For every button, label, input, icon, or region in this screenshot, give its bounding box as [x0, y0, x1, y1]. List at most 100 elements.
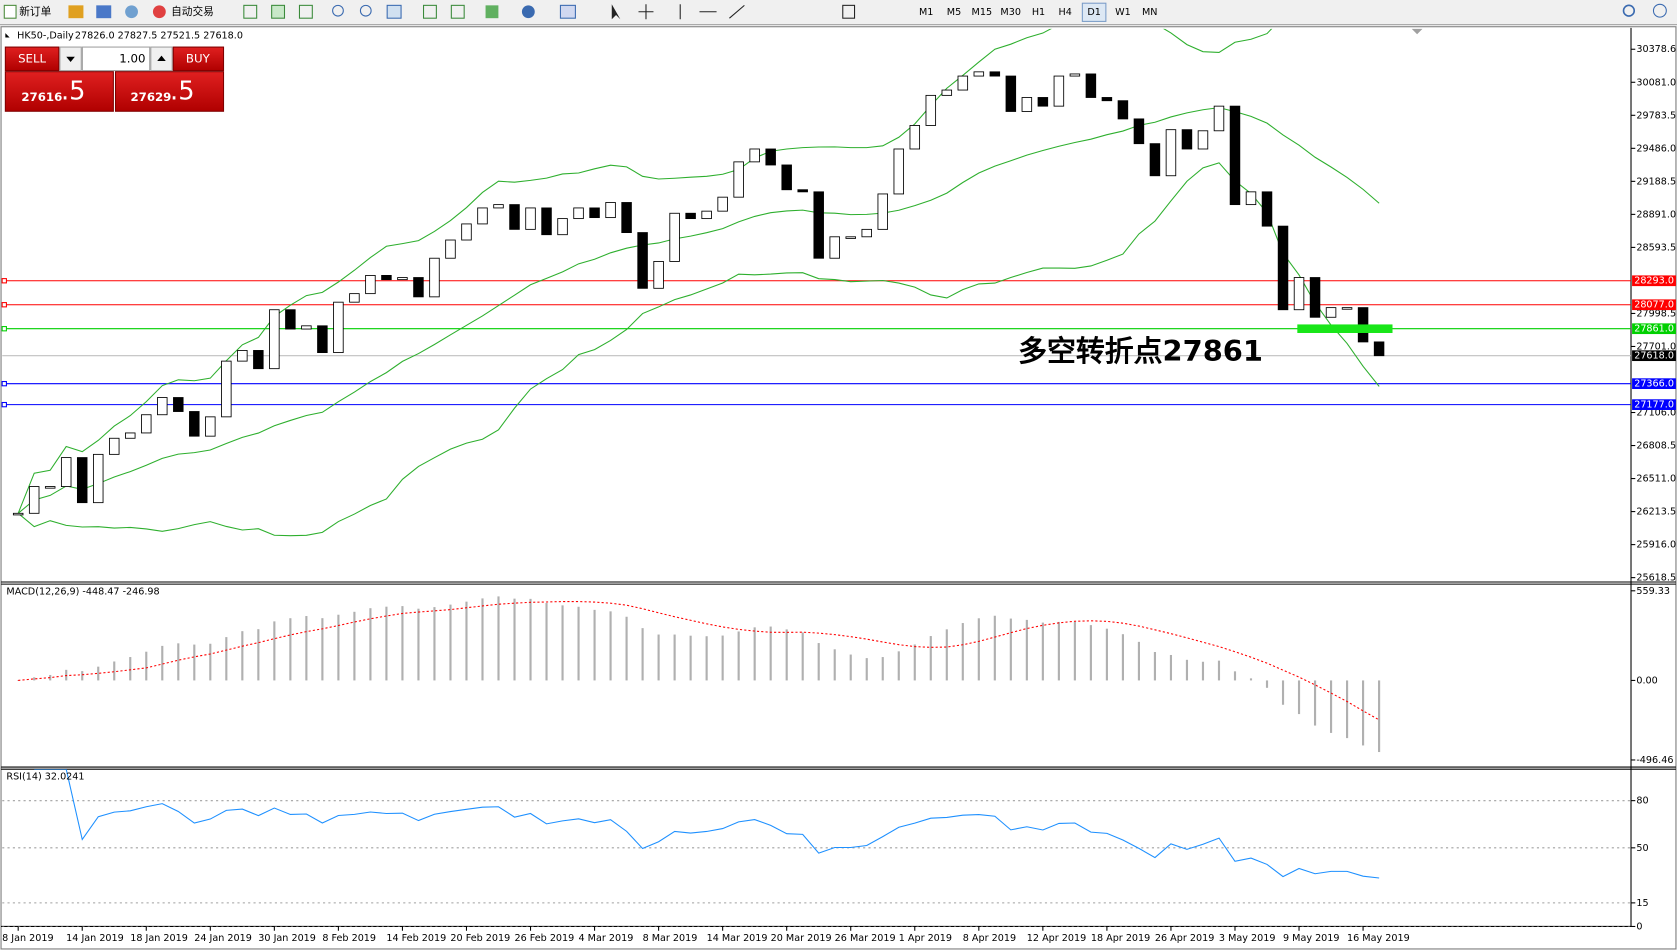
sell-label[interactable]: SELL — [18, 51, 46, 65]
level-handle[interactable] — [1, 401, 7, 408]
candle — [44, 486, 56, 489]
search-icon[interactable] — [1622, 4, 1636, 17]
level-box — [1632, 378, 1676, 390]
icon[interactable] — [842, 4, 856, 19]
candle — [1085, 73, 1097, 98]
lot-field[interactable] — [81, 46, 151, 72]
macd-bar — [513, 598, 516, 681]
icon[interactable] — [125, 5, 138, 19]
candle — [429, 257, 440, 298]
icon[interactable] — [485, 5, 499, 19]
y-tick-label: 0 — [1636, 921, 1642, 932]
macd-bar — [1217, 660, 1221, 681]
active-timeframe[interactable] — [1081, 2, 1107, 22]
x-tick-label: 8 Feb 2019 — [322, 933, 376, 944]
macd-bar — [1089, 625, 1092, 681]
icon[interactable] — [243, 4, 258, 19]
bollinger-band — [17, 162, 1380, 537]
candle — [653, 261, 664, 289]
x-tick-label: 1 Apr 2019 — [899, 933, 952, 944]
candle — [333, 301, 344, 354]
candle — [1261, 191, 1273, 227]
candle — [237, 350, 248, 362]
level-handle[interactable] — [1, 326, 7, 332]
candle — [1101, 97, 1113, 102]
icon[interactable] — [359, 4, 372, 17]
lot-value[interactable]: 1.00 — [119, 51, 145, 65]
new-order-button[interactable]: 新订单 — [3, 4, 52, 19]
icon[interactable] — [96, 5, 112, 19]
new-order-label[interactable]: 新订单 — [19, 5, 51, 18]
icon[interactable] — [450, 4, 465, 19]
x-tick-label: 14 Jan 2019 — [66, 933, 124, 944]
y-tick-label: 26808.5 — [1636, 441, 1676, 452]
community-icon[interactable] — [1652, 3, 1667, 18]
x-tick-label: 14 Feb 2019 — [386, 933, 446, 944]
crosshair-icon[interactable] — [638, 4, 654, 20]
icon[interactable] — [521, 5, 535, 19]
macd-bar — [97, 666, 100, 681]
icon[interactable] — [271, 4, 286, 19]
icon — [3, 4, 17, 19]
ask-box[interactable] — [114, 71, 225, 112]
macd-bar — [849, 654, 852, 681]
x-tick-label: 20 Feb 2019 — [450, 933, 510, 944]
timeframe-button[interactable]: M5 — [947, 7, 961, 18]
bid-box[interactable] — [4, 71, 114, 112]
icon[interactable] — [422, 4, 437, 19]
macd-bar — [673, 634, 676, 681]
trendline-icon[interactable] — [729, 4, 745, 19]
icon[interactable] — [68, 5, 84, 19]
timeframe-button[interactable]: D1 — [1087, 7, 1101, 18]
level-handle[interactable] — [1, 302, 7, 308]
macd-bar — [273, 621, 276, 681]
icon[interactable] — [298, 4, 313, 19]
y-tick-label: 26511.0 — [1636, 474, 1676, 485]
macd-bar — [993, 615, 996, 681]
macd-bar — [1169, 654, 1173, 681]
macd-bar — [449, 604, 452, 681]
macd-bar — [209, 643, 212, 681]
sell-button[interactable] — [4, 46, 60, 72]
icon[interactable] — [559, 4, 576, 19]
macd-bar — [1233, 671, 1237, 681]
macd-bar — [433, 607, 436, 681]
ask-price: 27629 — [130, 90, 171, 104]
macd-bar — [641, 628, 644, 681]
auto-trading-button[interactable]: 自动交易 — [152, 5, 214, 19]
macd-bar — [369, 608, 372, 681]
timeframe-button[interactable]: W1 — [1115, 7, 1131, 18]
macd-bar — [561, 605, 564, 681]
macd-panel — [17, 596, 1381, 753]
candle — [685, 212, 696, 220]
symbol: HK50-,Daily — [17, 30, 74, 41]
buy-button[interactable] — [172, 46, 225, 72]
macd-bar — [593, 609, 596, 681]
level-handle[interactable] — [1, 380, 7, 387]
icon[interactable] — [332, 4, 344, 17]
auto-trading-label[interactable]: 自动交易 — [171, 5, 214, 18]
macd-bar — [977, 618, 980, 681]
timeframe-button[interactable]: H4 — [1059, 7, 1072, 18]
timeframe-button[interactable]: H1 — [1032, 7, 1045, 18]
x-tick-label: 18 Jan 2019 — [130, 933, 188, 944]
y-tick-label: 29188.5 — [1636, 176, 1676, 187]
macd-bar — [897, 651, 900, 681]
level-handle[interactable] — [1, 278, 7, 284]
timeframe-button[interactable]: M30 — [1000, 7, 1021, 18]
macd-bar — [1009, 618, 1012, 681]
candle — [877, 193, 888, 230]
candle — [1341, 307, 1353, 310]
candle — [717, 196, 728, 212]
timeframe-button[interactable]: M1 — [919, 7, 933, 18]
icon[interactable] — [386, 4, 402, 19]
timeframe-button[interactable]: MN — [1142, 7, 1157, 18]
candle — [413, 277, 424, 298]
buy-label[interactable]: BUY — [186, 51, 211, 65]
candle — [845, 236, 856, 239]
macd-bar — [625, 616, 628, 681]
cursor-icon[interactable] — [611, 4, 621, 20]
level-box — [1632, 399, 1676, 410]
candle — [781, 164, 792, 191]
timeframe-button[interactable]: M15 — [972, 7, 993, 18]
